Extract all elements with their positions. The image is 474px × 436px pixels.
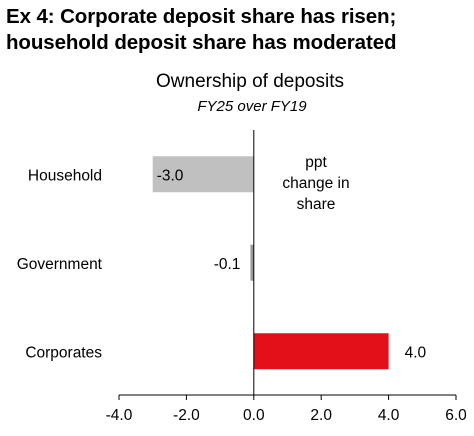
chart-subtitle: FY25 over FY19 (197, 98, 307, 115)
bar-household (152, 156, 254, 193)
exhibit-title-line-2: household deposit share has moderated (6, 31, 397, 54)
category-label-household: Household (28, 167, 102, 184)
bar-series: Household -3.0 Government -0.1 Corporates 4.0 (17, 156, 427, 370)
x-tick-label: 6.0 (445, 407, 467, 424)
chart-annotation: ppt change in share (282, 154, 349, 213)
x-tick-label: 4.0 (378, 407, 400, 424)
x-tick-label: 2.0 (310, 407, 332, 424)
data-label-household: -3.0 (157, 167, 184, 184)
annotation-line: change in (282, 175, 349, 192)
category-label-government: Government (17, 256, 103, 273)
x-tick-label: 0.0 (243, 407, 265, 424)
annotation-line: share (297, 196, 336, 213)
bar-government (250, 244, 254, 281)
category-label-corporates: Corporates (25, 344, 102, 361)
annotation-line: ppt (305, 154, 327, 171)
bar-corporates (253, 333, 389, 370)
data-label-government: -0.1 (214, 256, 241, 273)
data-label-corporates: 4.0 (405, 344, 427, 361)
chart-title: Ownership of deposits (156, 71, 344, 92)
x-tick-label: -2.0 (173, 407, 200, 424)
exhibit-title-line-1: Ex 4: Corporate deposit share has risen; (6, 5, 397, 28)
exhibit-title: Ex 4: Corporate deposit share has risen;… (6, 4, 468, 56)
chart-axes: -4.0 -2.0 0.0 2.0 4.0 6.0 (106, 130, 467, 424)
x-tick-label: -4.0 (106, 407, 133, 424)
